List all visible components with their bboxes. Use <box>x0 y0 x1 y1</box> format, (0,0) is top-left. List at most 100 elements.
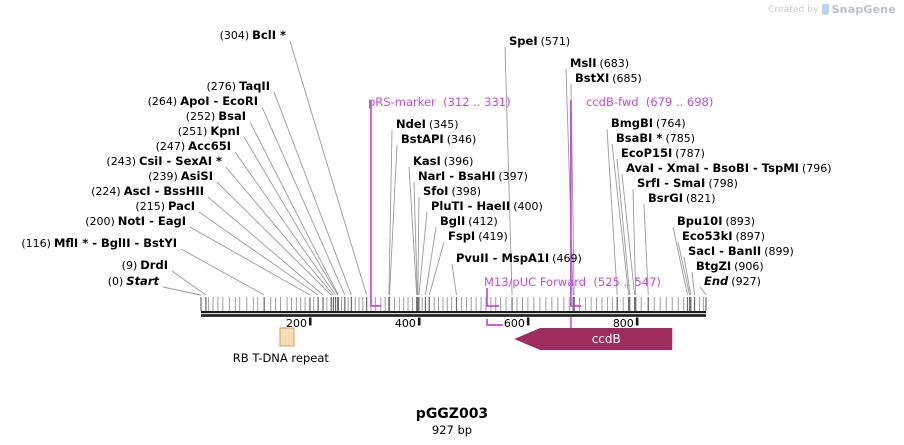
primer-label[interactable]: pRS-marker (312 .. 331) <box>368 95 511 109</box>
backbone-cut-tick <box>341 297 343 311</box>
restriction-site-label[interactable]: PluTI - HaeII (400) <box>431 200 543 213</box>
restriction-site-label[interactable]: BsaBI * (785) <box>616 132 695 145</box>
site-enzyme-names: End <box>704 274 729 288</box>
restriction-site-label[interactable]: (215) PacI <box>135 200 195 213</box>
leader-line <box>683 256 692 296</box>
restriction-site-label[interactable]: BstAPI (346) <box>401 133 476 146</box>
primer-range: (312 .. 331) <box>443 95 511 109</box>
restriction-site-label[interactable]: (276) TaqII <box>206 80 270 93</box>
backbone-cut-tick <box>442 297 444 311</box>
restriction-site-label[interactable]: (224) AscI - BssHII <box>91 185 204 198</box>
site-tick <box>693 297 696 311</box>
restriction-site-label[interactable]: (9) DrdI <box>122 259 168 272</box>
restriction-site-label[interactable]: (247) Acc65I <box>156 140 231 153</box>
backbone-cut-tick <box>659 297 661 311</box>
site-position: (785) <box>665 132 696 145</box>
site-enzyme-names: BclI * <box>252 28 286 42</box>
backbone-line-bottom <box>201 314 706 317</box>
restriction-site-label[interactable]: EcoP15I (787) <box>621 147 705 160</box>
restriction-site-label[interactable]: NdeI (345) <box>396 118 459 131</box>
leader-line <box>289 40 368 296</box>
site-position: (821) <box>686 192 716 205</box>
restriction-site-label[interactable]: SpeI (571) <box>509 35 570 48</box>
restriction-site-label[interactable]: (116) MflI * - BglII - BstYI <box>21 237 177 250</box>
backbone-cut-tick <box>300 297 302 311</box>
site-enzyme-names: Bpu10I <box>677 214 723 228</box>
site-enzyme-names: NarI - BsaHI <box>418 169 496 183</box>
leader-line <box>225 166 334 296</box>
backbone-cut-tick <box>384 297 386 311</box>
ruler-label-400: 400 <box>394 317 416 330</box>
backbone-cut-tick <box>438 297 440 311</box>
site-enzyme-names: NotI - EagI <box>117 214 186 228</box>
backbone-cut-tick <box>212 297 214 311</box>
site-enzyme-names: Eco53kI <box>682 229 733 243</box>
restriction-site-label[interactable]: End (927) <box>704 275 761 288</box>
site-position: (469) <box>552 252 582 265</box>
site-position: (796) <box>801 162 832 175</box>
backbone-cut-tick <box>585 297 587 311</box>
restriction-site-label[interactable]: (304) BclI * <box>220 29 286 42</box>
site-tick <box>418 297 420 311</box>
site-position: (396) <box>443 155 474 168</box>
restriction-site-label[interactable]: NarI - BsaHI (397) <box>418 170 528 183</box>
leader-line <box>616 158 631 296</box>
restriction-site-label[interactable]: MslI (683) <box>570 57 629 70</box>
site-enzyme-names: MflI * - BglII - BstYI <box>53 236 177 250</box>
leader-line <box>234 151 336 296</box>
leader-line <box>413 181 418 296</box>
restriction-site-label[interactable]: BmgBI (764) <box>611 117 686 130</box>
restriction-site-label[interactable]: (243) CsiI - SexAI * <box>106 155 222 168</box>
backbone-cut-tick <box>290 297 292 311</box>
site-position: (116) <box>21 237 51 250</box>
backbone-cut-tick <box>295 297 297 311</box>
site-tick <box>424 297 427 311</box>
restriction-site-label[interactable]: FspI (419) <box>448 230 508 243</box>
restriction-site-label[interactable]: (251) KpnI <box>178 125 240 138</box>
restriction-site-label[interactable]: SacI - BanII (899) <box>688 245 794 258</box>
primer-label[interactable]: M13/pUC Forward (525 .. 547) <box>484 275 661 289</box>
backbone-cut-tick <box>217 297 219 311</box>
restriction-site-label[interactable]: (252) BsaI <box>186 110 246 123</box>
restriction-site-label[interactable]: KasI (396) <box>413 155 473 168</box>
restriction-site-label[interactable]: (0) Start <box>108 275 159 288</box>
restriction-site-label[interactable]: SrfI - SmaI (798) <box>637 177 738 190</box>
restriction-site-label[interactable]: BglI (412) <box>440 215 498 228</box>
restriction-site-label[interactable]: (239) AsiSI <box>148 170 213 183</box>
restriction-site-label[interactable]: Bpu10I (893) <box>677 215 755 228</box>
site-position: (264) <box>147 95 178 108</box>
restriction-site-label[interactable]: AvaI - XmaI - BsoBI - TspMI (796) <box>626 162 832 175</box>
site-position: (412) <box>468 215 498 228</box>
backbone-cut-tick <box>465 297 467 311</box>
backbone-line-top <box>201 311 706 314</box>
leader-line <box>207 196 324 296</box>
restriction-site-label[interactable]: BstXI (685) <box>575 72 642 85</box>
backbone-cut-tick <box>596 297 598 311</box>
restriction-site-label[interactable]: SfoI (398) <box>423 185 481 198</box>
site-position: (9) <box>121 259 138 272</box>
primer-label[interactable]: ccdB-fwd (679 .. 698) <box>586 95 713 109</box>
leader-line <box>389 144 398 296</box>
site-tick <box>635 297 637 311</box>
backbone-cut-tick <box>257 297 259 311</box>
rb-tdna-repeat-box[interactable] <box>279 327 295 347</box>
restriction-site-label[interactable]: (200) NotI - EagI <box>85 215 186 228</box>
ccdb-feature-arrow[interactable] <box>514 328 673 350</box>
site-position: (0) <box>107 275 124 288</box>
backbone-cut-tick <box>304 297 306 311</box>
restriction-site-label[interactable]: BtgZI (906) <box>696 260 764 273</box>
backbone-cut-tick <box>557 297 559 311</box>
restriction-site-label[interactable]: (264) ApoI - EcoRI <box>148 95 258 108</box>
leader-line <box>606 128 618 296</box>
restriction-site-label[interactable]: PvuII - MspA1I (469) <box>456 252 582 265</box>
restriction-site-label[interactable]: Eco53kI (897) <box>682 230 765 243</box>
backbone-cut-tick <box>702 297 704 311</box>
site-position: (764) <box>656 117 686 130</box>
backbone-cut-tick <box>403 297 405 311</box>
backbone-cut-tick <box>495 297 497 311</box>
site-enzyme-names: BsrGI <box>648 191 683 205</box>
backbone-cut-tick <box>677 297 679 311</box>
restriction-site-label[interactable]: BsrGI (821) <box>648 192 716 205</box>
backbone-cut-tick <box>393 297 395 311</box>
